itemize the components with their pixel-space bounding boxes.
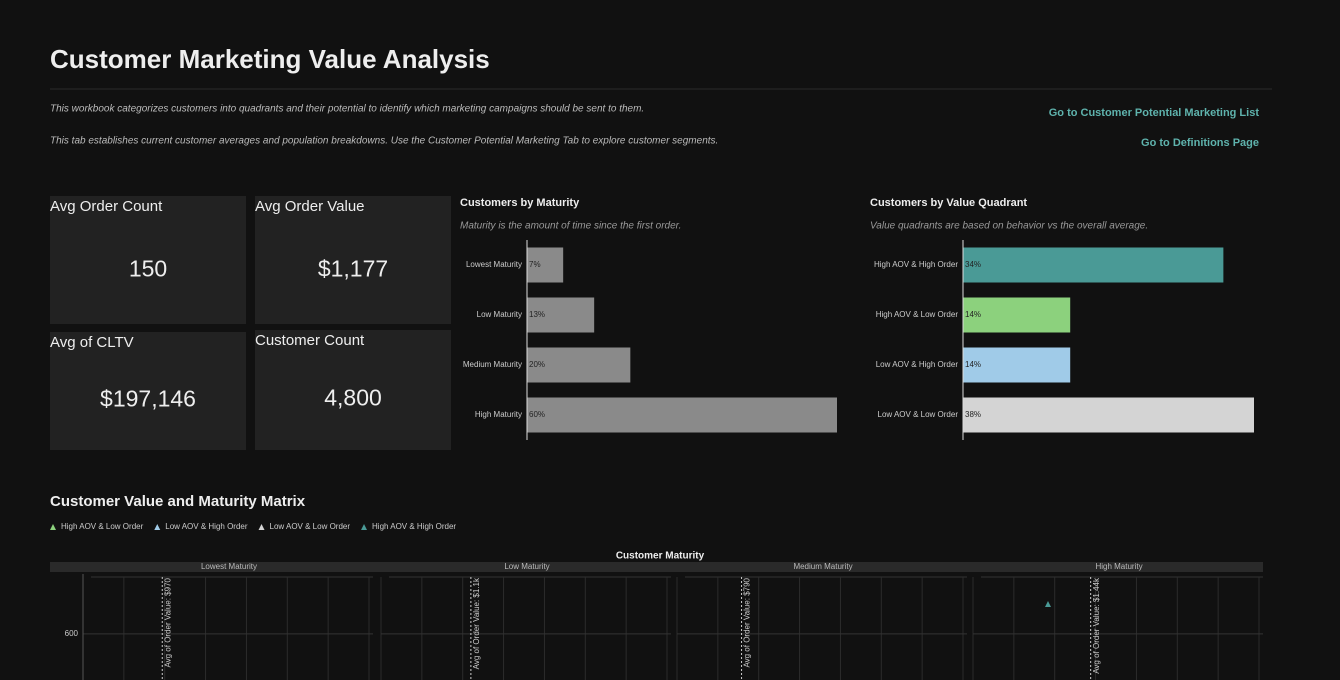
- chart-subtitle: Value quadrants are based on behavior vs…: [870, 221, 1148, 232]
- value-label: 14%: [965, 360, 981, 369]
- description: This workbook categorizes customers into…: [50, 104, 644, 115]
- kpi-card: [255, 330, 451, 450]
- legend-marker: [154, 524, 161, 530]
- category-label: High AOV & Low Order: [876, 310, 959, 319]
- reference-label: Avg of Order Value: $970: [163, 577, 172, 667]
- kpi-value: 4,800: [324, 385, 382, 411]
- chart-title: Customer Value and Maturity Matrix: [50, 493, 306, 510]
- legend-label: Low AOV & Low Order: [270, 522, 351, 531]
- kpi-label: Avg of CLTV: [50, 334, 134, 351]
- value-label: 13%: [529, 310, 545, 319]
- value-label: 34%: [965, 260, 981, 269]
- chart-title: Customers by Maturity: [460, 197, 580, 209]
- legend-label: Low AOV & High Order: [165, 522, 248, 531]
- kpi-value: 150: [129, 255, 167, 281]
- bar: [527, 297, 595, 333]
- nav-link[interactable]: Go to Definitions Page: [1141, 137, 1259, 149]
- facet-label: Lowest Maturity: [201, 562, 257, 571]
- category-label: Low Maturity: [477, 310, 522, 319]
- facet-label: Medium Maturity: [793, 562, 852, 571]
- chart-title: Customers by Value Quadrant: [870, 197, 1027, 209]
- bar: [527, 347, 631, 383]
- y-tick-label: 600: [65, 629, 79, 638]
- chart-subtitle: Maturity is the amount of time since the…: [460, 221, 681, 232]
- bar: [527, 247, 564, 283]
- kpi-card: [255, 196, 451, 324]
- nav-link[interactable]: Go to Customer Potential Marketing List: [1049, 107, 1260, 119]
- description: This tab establishes current customer av…: [50, 136, 718, 147]
- value-label: 20%: [529, 360, 545, 369]
- value-label: 7%: [529, 260, 541, 269]
- kpi-value: $197,146: [100, 386, 196, 412]
- kpi-label: Avg Order Count: [50, 198, 163, 215]
- category-label: Medium Maturity: [463, 360, 522, 369]
- kpi-label: Avg Order Value: [255, 198, 365, 215]
- legend-label: High AOV & Low Order: [61, 522, 144, 531]
- point: [1045, 600, 1052, 607]
- kpi-value: $1,177: [318, 255, 388, 281]
- bar: [963, 397, 1254, 433]
- bar: [963, 347, 1071, 383]
- reference-label: Avg of Order Value: $1.44k: [1092, 577, 1101, 674]
- bar: [963, 297, 1071, 333]
- category-label: High AOV & High Order: [874, 260, 958, 269]
- legend-marker: [258, 524, 265, 530]
- facet-label: High Maturity: [1095, 562, 1142, 571]
- page-title: Customer Marketing Value Analysis: [50, 44, 490, 74]
- x-axis-title: Customer Maturity: [616, 551, 705, 562]
- facet-header: [50, 562, 1263, 572]
- legend-marker: [50, 524, 56, 530]
- legend-marker: [361, 524, 368, 530]
- kpi-label: Customer Count: [255, 332, 365, 349]
- category-label: Lowest Maturity: [466, 260, 522, 269]
- bar: [527, 397, 837, 433]
- facet-label: Low Maturity: [504, 562, 549, 571]
- reference-label: Avg of Order Value: $790: [743, 577, 752, 667]
- value-label: 38%: [965, 410, 981, 419]
- value-label: 60%: [529, 410, 545, 419]
- reference-label: Avg of Order Value: $1.1k: [472, 577, 481, 669]
- kpi-card: [50, 332, 246, 450]
- value-label: 14%: [965, 310, 981, 319]
- category-label: Low AOV & Low Order: [878, 410, 959, 419]
- category-label: Low AOV & High Order: [876, 360, 959, 369]
- category-label: High Maturity: [475, 410, 522, 419]
- bar: [963, 247, 1224, 283]
- kpi-card: [50, 196, 246, 324]
- legend-label: High AOV & High Order: [372, 522, 456, 531]
